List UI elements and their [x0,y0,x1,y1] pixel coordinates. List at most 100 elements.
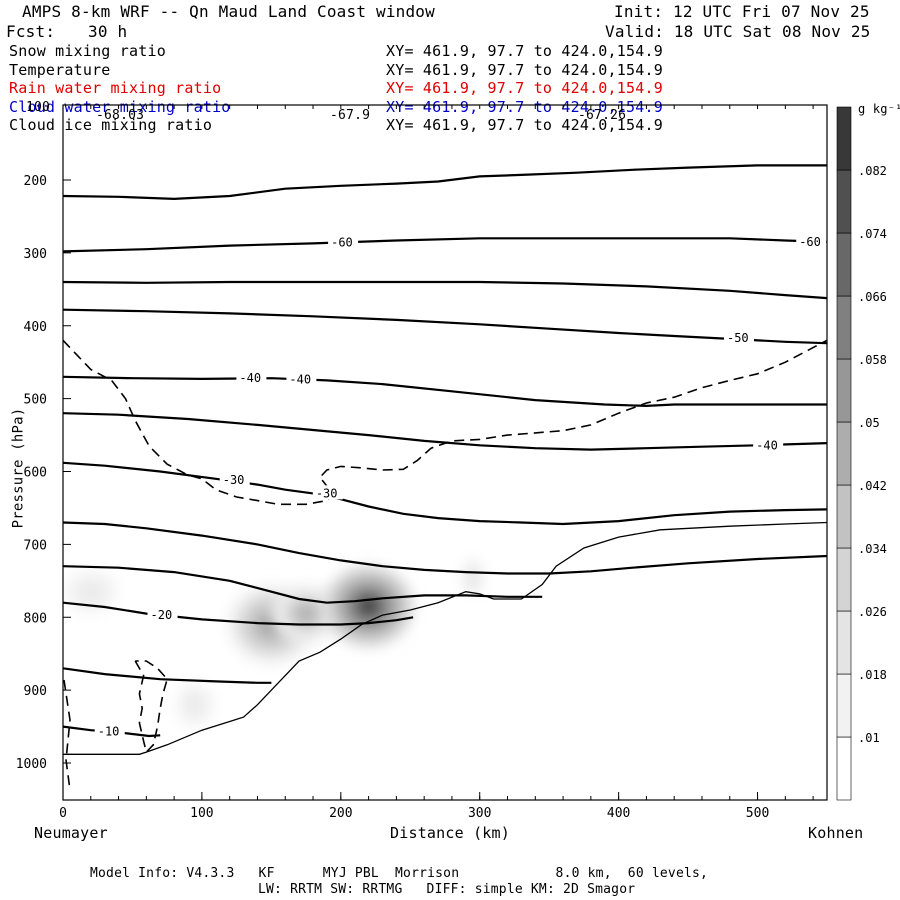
x-axis-label: Distance (km) [390,824,510,842]
isotherm-line [63,164,827,201]
contour-label-bg [796,233,827,248]
contour-label-bg [219,472,250,487]
x-tick-label: 300 [468,806,491,821]
forecast-label: Fcst: [6,22,56,41]
axes: 0 100 200 300 400 500 200 300 400 500 600 700 800 900… [16,105,814,821]
contour-label: -30 [223,473,245,487]
isotherm-line [63,565,543,604]
contour-label-bg [753,437,784,452]
colorbar-cell [836,295,852,360]
colorbar-cell [836,547,852,612]
x-tick-label: 0 [59,806,67,821]
colorbar-cell [836,673,852,738]
colorbar-label: .082 [858,164,887,178]
shade-level [82,584,100,599]
dashed-contour [134,660,169,754]
valid-time: Valid: 18 UTC Sat 08 Nov 25 [605,22,871,41]
colorbar-cell [836,106,852,171]
y-tick-label: 400 [24,320,47,335]
field-xy: XY= 461.9, 97.7 to 424.0,154.9 [386,79,663,97]
contour-label-bg [328,234,359,249]
isotherm-line [63,237,827,253]
isotherm-contours [63,164,827,738]
field-name: Temperature [9,60,111,79]
isotherm-line [63,280,827,300]
model-info: Model Info: V4.3.3 KF MYJ PBL Morrison 8… [90,866,709,881]
terrain-line [63,521,827,755]
field-xy: XY= 461.9, 97.7 to 424.0,154.9 [386,97,663,116]
mixing-ratio-blob [169,675,220,734]
chart-title: AMPS 8-km WRF -- Qn Maud Land Coast wind… [22,2,435,21]
isotherm-line [63,412,827,451]
lat-label-right: -67.26 [578,108,627,123]
colorbar-cell [836,169,852,234]
contour-label-bg [723,330,754,345]
contour-label-bg [286,371,317,386]
colorbar-cell [836,358,852,423]
colorbar-label: .026 [858,605,887,619]
mixing-ratio-blob [63,564,126,620]
contour-label: -20 [151,608,173,622]
shade-level [188,697,202,712]
isotherm-line [63,521,827,575]
colorbar: .01 .018 .026 .034 .042 .05 .058 .066 .074 .082 [836,106,887,801]
endpoint-left: Neumayer [34,824,108,842]
x-tick-label: 400 [607,806,630,821]
colorbar-label: .018 [858,668,887,682]
mixing-ratio-shading [63,551,487,734]
contour-label: -10 [98,725,120,739]
colorbar-cell [836,232,852,297]
colorbar-cell [836,484,852,549]
x-tick-label: 200 [329,806,352,821]
y-tick-label: 600 [24,466,47,481]
field-name: Cloud ice mixing ratio [9,116,213,134]
field-name: Cloud water mixing ratio [9,97,231,116]
contour-label-bg [312,485,343,500]
mixing-ratio-blob [458,551,487,603]
y-tick-label: 700 [24,538,47,553]
lat-label-left: -68.03 [96,108,145,123]
colorbar-label: .058 [858,353,887,367]
field-xy: XY= 461.9, 97.7 to 424.0,154.9 [386,116,663,134]
lat-label-mid: -67.9 [330,108,371,123]
dashed-contour [63,679,71,791]
field-xy: XY= 461.9, 97.7 to 424.0,154.9 [386,42,663,60]
colorbar-label: .074 [858,227,887,241]
contour-label: -50 [727,331,749,345]
isotherm-line [63,667,272,684]
forecast-hours: 30 h [88,22,128,41]
shade-level [297,606,315,621]
contour-label: -60 [331,236,353,250]
mixing-ratio-blob [324,566,414,647]
model-physics: LW: RRTM SW: RRTMG DIFF: simple KM: 2D S… [258,882,636,897]
isotherm-line [63,308,827,345]
colorbar-cell [836,736,852,801]
isotherm-line [63,601,414,626]
y-tick-label: 1000 [16,757,47,772]
init-time: Init: 12 UTC Fri 07 Nov 25 [614,2,870,21]
isotherm-line [63,461,827,526]
endpoint-right: Kohnen [808,824,864,842]
contour-label: -40 [289,373,311,387]
contour-label: -40 [756,438,778,452]
contour-label: -30 [316,486,338,500]
y-tick-label: 300 [24,247,47,262]
top-tick-label: 100 [26,100,51,115]
isotherm-line [63,375,827,408]
y-tick-label: 800 [24,611,47,626]
colorbar-cell [836,610,852,675]
contour-labels: -60 -60 -50 -40 -40 -40 -30 -30 -20 -10 [94,233,827,739]
contour-label-bg [147,607,178,622]
y-tick-label: 200 [24,174,47,189]
shade-level [469,570,477,584]
freezing-level-contours [63,339,827,791]
x-tick-label: 100 [190,806,213,821]
contour-label: -60 [799,235,821,249]
dashed-contour [63,339,827,506]
field-xy: XY= 461.9, 97.7 to 424.0,154.9 [386,60,663,79]
colorbar-label: .066 [858,290,887,304]
colorbar-unit: g kg⁻¹ [858,102,900,116]
colorbar-label: .01 [858,731,880,745]
plot-frame [62,104,828,801]
